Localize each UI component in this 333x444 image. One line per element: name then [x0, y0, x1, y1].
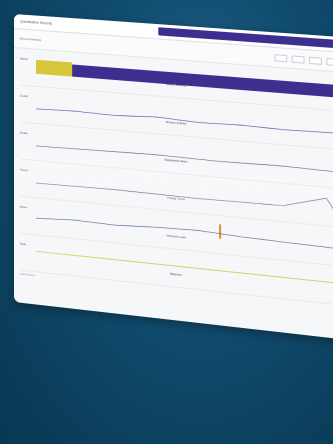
toolbar-button[interactable] [292, 55, 305, 63]
bar-high [72, 64, 333, 97]
reflection-line [24, 201, 333, 219]
toolbar-button[interactable] [309, 56, 322, 64]
bar-critical [36, 60, 72, 77]
panel-title: Source Activity [166, 120, 187, 126]
panel-title: Event Severity [166, 82, 186, 88]
panel-label: Hosts [20, 131, 34, 136]
window-reflection [14, 156, 333, 319]
panel-label: Count [20, 93, 34, 98]
panel-label: Alerts [20, 56, 34, 61]
reflection-line [24, 251, 333, 272]
toolbar-button[interactable] [326, 57, 333, 65]
app-title: Quantitative Security [20, 19, 52, 25]
reflection-line [24, 176, 333, 193]
reflection-line [24, 276, 333, 298]
toolbar-button[interactable] [274, 54, 287, 62]
reflection-line [24, 226, 333, 246]
